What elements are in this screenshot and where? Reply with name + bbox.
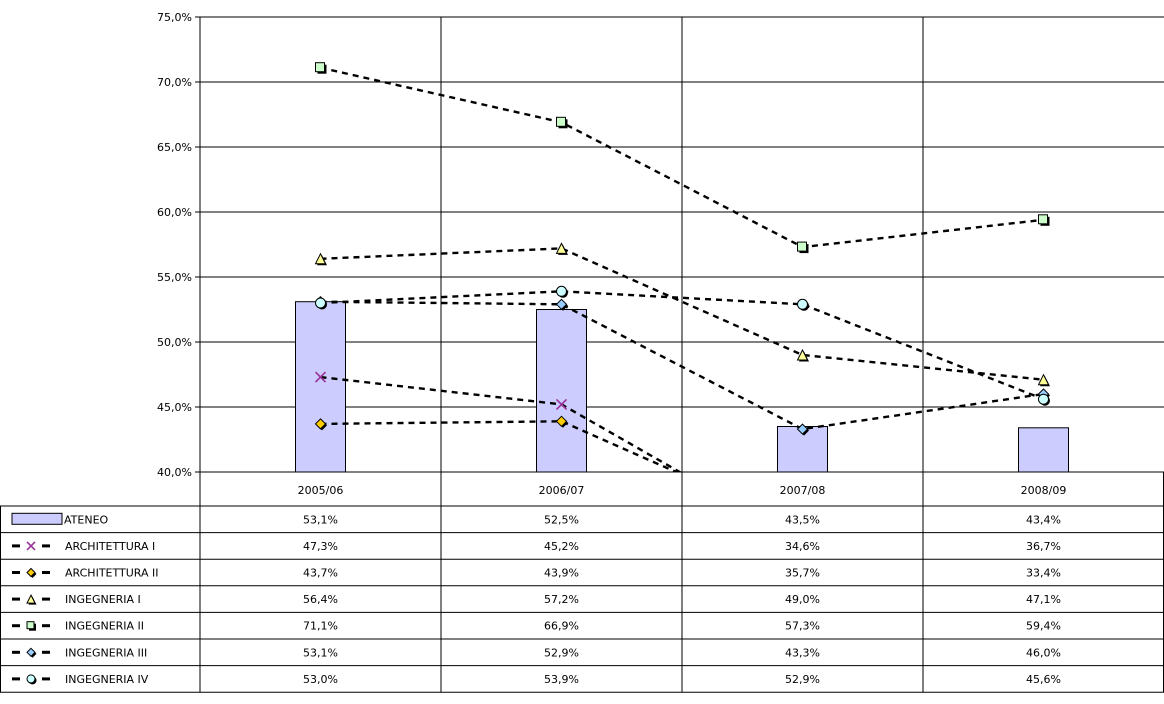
table-cell-value: 35,7%: [785, 567, 820, 580]
table-cell-value: 52,5%: [544, 513, 579, 526]
data-point-ingegneria-i: [1037, 373, 1050, 387]
data-point-ingegneria-i: [796, 348, 809, 362]
data-point-ingegneria-i: [314, 252, 327, 266]
data-point-ingegneria-iii: [796, 423, 809, 436]
legend-label: ARCHITETTURA II: [65, 567, 159, 580]
y-tick-label: 75,0%: [157, 11, 192, 24]
data-point-ingegneria-ii: [1038, 214, 1050, 226]
table-cell-value: 59,4%: [1026, 620, 1061, 633]
legend-label: INGEGNERIA II: [65, 620, 144, 633]
table-cell-value: 49,0%: [785, 593, 820, 606]
table-cell-value: 47,3%: [303, 540, 338, 553]
table-cell-value: 43,4%: [1026, 513, 1061, 526]
table-cell-value: 46,0%: [1026, 646, 1061, 659]
table-cell-value: 34,6%: [785, 540, 820, 553]
data-point-ingegneria-i: [555, 242, 568, 255]
table-cell-value: 56,4%: [303, 593, 338, 606]
x-category-label: 2006/07: [539, 484, 585, 497]
series-line-ingegneria-iii: [320, 300, 1044, 431]
x-category-label: 2008/09: [1021, 484, 1067, 497]
table-cell-value: 53,1%: [303, 513, 338, 526]
table-cell-value: 57,2%: [544, 593, 579, 606]
table-cell-value: 53,1%: [303, 646, 338, 659]
table-cell-value: 57,3%: [785, 620, 820, 633]
y-tick-label: 60,0%: [157, 206, 192, 219]
legend-marker: [26, 647, 37, 658]
legend-key-ingegneria-i: [12, 593, 50, 605]
table-cell-value: 36,7%: [1026, 540, 1061, 553]
table-cell-value: 66,9%: [544, 620, 579, 633]
x-category-label: 2005/06: [298, 484, 344, 497]
line-series: [314, 62, 1050, 472]
legend-marker: [26, 567, 37, 578]
legend-key-architettura-ii: [12, 567, 50, 578]
table-cell-value: 33,4%: [1026, 567, 1061, 580]
data-point-ingegneria-ii: [556, 116, 568, 129]
legend-key-ingegneria-iii: [12, 647, 50, 658]
legend-label: INGEGNERIA IV: [65, 673, 149, 686]
table-cell-value: 52,9%: [785, 673, 820, 686]
data-point-ingegneria-ii: [315, 62, 327, 74]
bar-ateneo: [295, 301, 346, 473]
table-cell-value: 52,9%: [544, 646, 579, 659]
bar-ateneo: [1018, 427, 1069, 473]
data-point-architettura-ii: [314, 418, 327, 431]
y-tick-label: 70,0%: [157, 76, 192, 89]
legend-key-ingegneria-ii: [12, 621, 50, 631]
legend-key-ingegneria-iv: [12, 674, 50, 685]
data-table: 2005/06 2006/07 2007/08 2008/09 ATENEO 53,1% 5…: [0, 471, 1164, 693]
table-cell-value: 53,0%: [303, 673, 338, 686]
grid: [200, 16, 1164, 472]
bar-ateneo: [536, 309, 587, 473]
data-point-architettura-i: [555, 398, 568, 410]
table-cell-value: 71,1%: [303, 620, 338, 633]
series-line-architettura-i: [320, 375, 683, 472]
data-point-ingegneria-iv: [315, 297, 327, 310]
y-tick-label: 65,0%: [157, 141, 192, 154]
data-point-ingegneria-iii: [555, 298, 568, 311]
table-cell-value: 43,3%: [785, 646, 820, 659]
data-point-ingegneria-iv: [1038, 393, 1050, 406]
x-category-label: 2007/08: [780, 484, 826, 497]
data-point-ingegneria-ii: [797, 241, 809, 254]
data-point-ingegneria-iv: [556, 285, 568, 298]
table-cell-value: 45,6%: [1026, 673, 1061, 686]
legend-marker: [26, 541, 36, 551]
data-point-architettura-ii: [555, 415, 568, 428]
table-cell-value: 43,5%: [785, 513, 820, 526]
legend-marker: [26, 674, 37, 685]
series-line-ingegneria-ii: [320, 66, 1044, 249]
table-cell-value: 45,2%: [544, 540, 579, 553]
legend-marker: [26, 593, 37, 605]
table-cell-value: 43,7%: [303, 567, 338, 580]
y-axis: 40,0% 45,0% 50,0% 55,0% 60,0% 65,0% 70,0% 75,0%: [157, 11, 201, 479]
table-cell-value: 43,9%: [544, 567, 579, 580]
legend-label: INGEGNERIA III: [65, 646, 147, 659]
legend-key-ateneo: [11, 512, 63, 525]
y-tick-label: 45,0%: [157, 401, 192, 414]
y-tick-label: 50,0%: [157, 336, 192, 349]
legend-marker: [26, 621, 36, 631]
table-cell-value: 47,1%: [1026, 593, 1061, 606]
legend-label: ARCHITETTURA I: [65, 540, 155, 553]
y-tick-label: 40,0%: [157, 466, 192, 479]
legend-label: ATENEO: [64, 513, 109, 526]
y-tick-label: 55,0%: [157, 271, 192, 284]
data-point-ingegneria-iv: [797, 298, 809, 311]
legend-key-architettura-i: [12, 541, 50, 551]
legend-label: INGEGNERIA I: [65, 593, 141, 606]
data-point-architettura-i: [314, 371, 327, 383]
table-cell-value: 53,9%: [544, 673, 579, 686]
